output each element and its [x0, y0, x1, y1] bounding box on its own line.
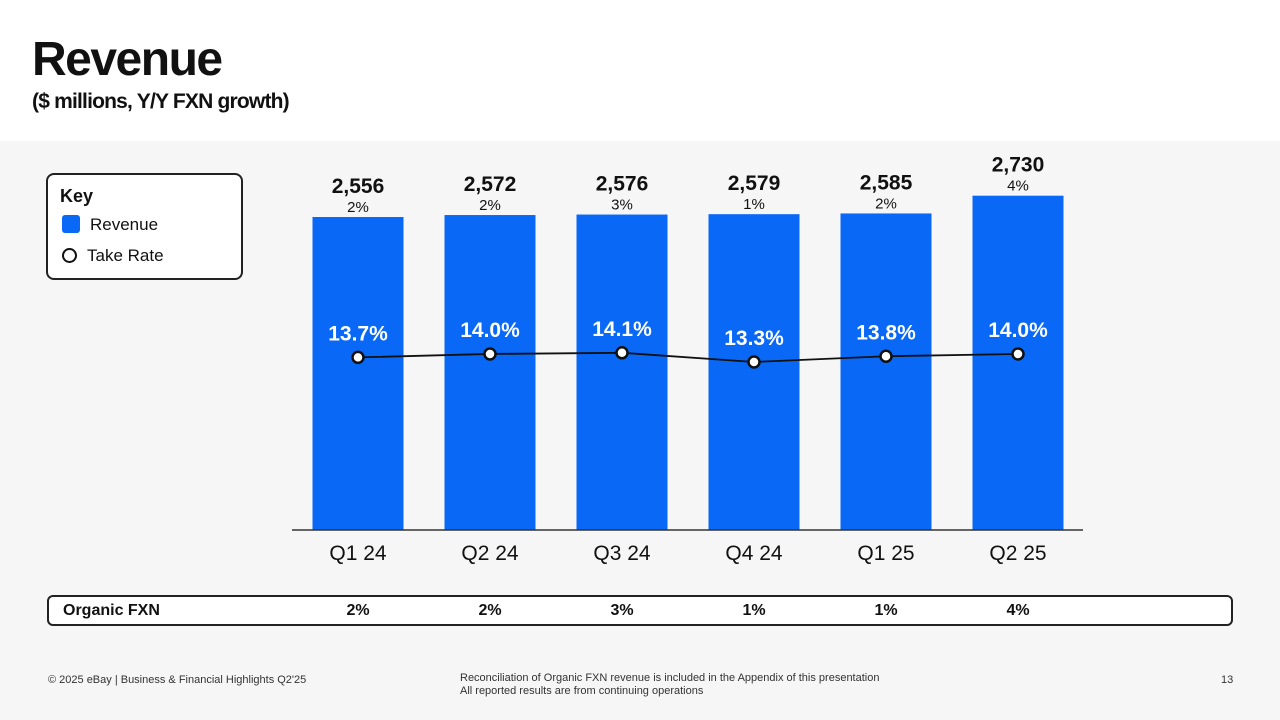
x-tick-label: Q1 25 [857, 542, 914, 565]
take-rate-marker [615, 346, 629, 360]
legend-item-revenue: Revenue [62, 215, 158, 235]
take-rate-label: 14.0% [988, 319, 1048, 342]
x-tick-label: Q2 25 [989, 542, 1046, 565]
legend-item-take-rate: Take Rate [62, 246, 164, 266]
organic-fxn-value: 2% [478, 602, 502, 619]
x-tick-label: Q1 24 [329, 542, 387, 565]
take-rate-marker [1011, 347, 1025, 361]
take-rate-label: 14.0% [460, 319, 520, 342]
x-tick-label: Q2 24 [461, 542, 519, 565]
footer-note-line: Reconciliation of Organic FXN revenue is… [460, 672, 880, 684]
take-rate-line [357, 351, 1019, 363]
revenue-bar [444, 215, 536, 530]
page-title: Revenue [32, 33, 223, 86]
revenue-bar [840, 213, 932, 531]
organic-fxn-row: Organic FXN 2% 2% 3% 1% 1% 4% [47, 595, 1233, 626]
take-rate-label: 13.7% [328, 322, 388, 345]
x-tick-label: Q4 24 [725, 542, 783, 565]
revenue-bar [972, 195, 1064, 530]
take-rate-marker [879, 349, 893, 363]
bar-value-label: 2,579 [728, 172, 781, 195]
blue-square-swatch-icon [62, 215, 80, 233]
take-rate-label: 13.8% [856, 321, 916, 344]
bar-growth-label: 2% [479, 197, 501, 214]
header: Revenue ($ millions, Y/Y FXN growth) [0, 0, 1280, 141]
take-rate-marker [351, 350, 365, 365]
footer-note-line: All reported results are from continuing… [460, 685, 704, 697]
bar-growth-label: 2% [347, 199, 369, 216]
organic-fxn-value: 4% [1006, 602, 1030, 619]
bar-growth-label: 3% [611, 197, 633, 214]
legend-item-label: Revenue [90, 215, 159, 234]
revenue-bar [312, 217, 404, 530]
revenue-bar [576, 214, 668, 531]
bar-value-label: 2,576 [596, 173, 649, 196]
take-rate-marker [483, 347, 497, 361]
footer-note: Reconciliation of Organic FXN revenue is… [460, 672, 879, 698]
organic-fxn-value: 1% [874, 602, 898, 619]
x-tick-label: Q3 24 [593, 542, 651, 565]
page-subtitle: ($ millions, Y/Y FXN growth) [32, 90, 290, 113]
circle-marker-swatch-icon [62, 248, 77, 263]
take-rate-label: 14.1% [592, 318, 652, 341]
revenue-bar [708, 214, 800, 531]
bar-value-label: 2,730 [992, 154, 1045, 177]
page-number: 13 [1221, 674, 1234, 686]
take-rate-marker [747, 355, 761, 369]
legend-title: Key [60, 186, 94, 206]
bar-growth-label: 4% [1007, 178, 1029, 195]
bar-value-label: 2,556 [332, 175, 385, 198]
organic-fxn-value: 2% [346, 602, 370, 619]
chart-legend: Key Revenue Take Rate [46, 173, 243, 280]
take-rate-label: 13.3% [724, 327, 784, 350]
legend-item-label: Take Rate [87, 246, 164, 265]
organic-fxn-label: Organic FXN [63, 602, 160, 619]
bar-value-label: 2,585 [860, 171, 913, 194]
bar-growth-label: 2% [875, 195, 897, 212]
organic-fxn-value: 1% [742, 602, 766, 619]
footer-copyright: © 2025 eBay | Business & Financial Highl… [48, 674, 307, 686]
bar-value-label: 2,572 [464, 173, 517, 196]
organic-fxn-value: 3% [610, 602, 634, 619]
bar-growth-label: 1% [743, 196, 765, 213]
